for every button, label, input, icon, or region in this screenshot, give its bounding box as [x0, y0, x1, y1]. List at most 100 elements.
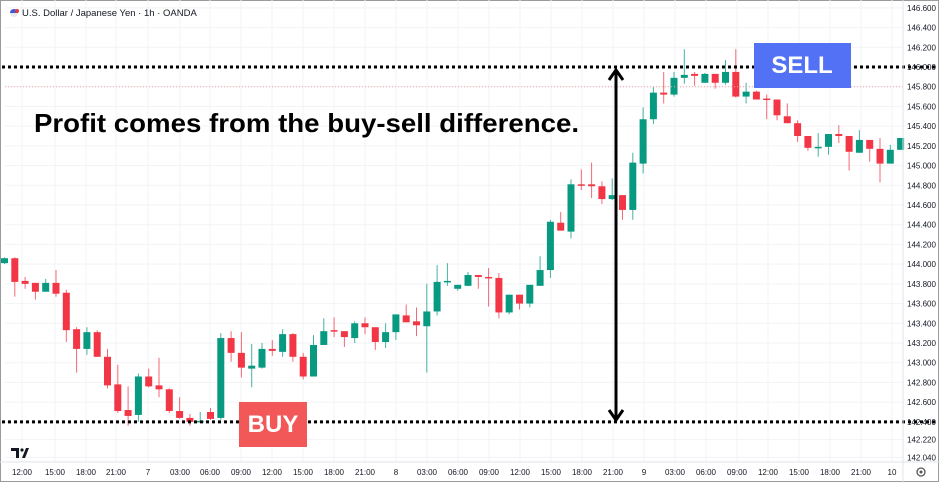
candle-body	[897, 137, 905, 150]
x-tick-label: 12:00	[510, 468, 531, 477]
candle-body	[289, 334, 297, 357]
candle-body	[464, 274, 472, 286]
gear-icon[interactable]	[916, 467, 926, 477]
candle-body	[732, 71, 740, 97]
candle-body	[155, 385, 163, 390]
x-tick-label: 06:00	[448, 468, 469, 477]
candles	[1, 49, 905, 426]
candle-body	[711, 73, 719, 83]
candle-body	[588, 184, 596, 187]
candle-body	[505, 294, 513, 313]
candle	[516, 294, 523, 310]
y-tick-label: 143.800	[907, 280, 936, 289]
y-tick-label: 144.800	[907, 181, 936, 190]
candle	[629, 152, 637, 220]
candle-body	[876, 148, 884, 164]
candle	[505, 294, 513, 315]
time-axis[interactable]: 12:00 15:00 18:00 21:00 7 03:00 06:00 09:00 12:0…	[12, 468, 897, 477]
candle-body	[21, 280, 29, 284]
x-tick-label: 15:00	[293, 468, 314, 477]
candle	[340, 331, 348, 347]
y-tick-label: 144.600	[907, 201, 936, 210]
candle	[897, 137, 905, 150]
candle-body	[62, 292, 70, 331]
candle-body	[835, 134, 843, 136]
candle	[773, 99, 781, 121]
candle-body	[680, 74, 688, 78]
candle-body	[742, 91, 750, 97]
candle	[876, 137, 884, 183]
candle-body	[629, 162, 637, 210]
candle-body	[207, 411, 214, 419]
candle	[866, 139, 874, 162]
candle-body	[443, 280, 451, 283]
candle	[660, 71, 668, 104]
candle	[783, 103, 791, 124]
candle	[680, 49, 688, 84]
candle-body	[577, 184, 585, 186]
candle-body	[660, 92, 668, 95]
candle-body	[752, 91, 760, 100]
candle-body	[423, 311, 431, 327]
candle-body	[557, 222, 565, 231]
candle-body	[31, 282, 39, 292]
candle	[114, 364, 122, 413]
x-tick-label: 9	[642, 468, 647, 477]
candle	[691, 71, 699, 86]
candle-body	[268, 348, 276, 351]
candle	[639, 107, 647, 174]
candle-body	[299, 356, 307, 377]
candle-body	[773, 99, 781, 116]
y-tick-label: 142.800	[907, 378, 936, 387]
candle-body	[845, 135, 853, 152]
x-tick-label: 21:00	[106, 468, 127, 477]
candle-body	[227, 338, 235, 353]
candle-body	[392, 314, 400, 333]
x-tick-label: 12:00	[262, 468, 283, 477]
candle	[279, 329, 287, 357]
candle-body	[93, 332, 101, 357]
candle	[299, 352, 307, 380]
candle	[536, 256, 544, 286]
candle	[382, 323, 390, 348]
price-axis[interactable]: 146.600 146.400 146.200 146.000 145.800 145.6…	[907, 4, 936, 462]
candle-body	[176, 411, 184, 418]
candle	[474, 274, 482, 289]
candle	[268, 340, 276, 356]
y-tick-label: 143.600	[907, 300, 936, 309]
candle-body	[433, 281, 441, 312]
x-tick-label: 15:00	[541, 468, 562, 477]
y-tick-label: 142.040	[907, 453, 936, 462]
candle-body	[413, 321, 420, 326]
y-tick-label: 142.220	[907, 436, 936, 445]
candle-body	[402, 315, 410, 323]
tradingview-logo[interactable]	[11, 448, 29, 458]
candle	[711, 73, 719, 89]
candle	[886, 144, 894, 164]
y-tick-label: 144.200	[907, 240, 936, 249]
candle-body	[371, 327, 379, 343]
candle-body	[134, 376, 142, 415]
candle	[557, 211, 565, 231]
sell-badge: SELL	[754, 43, 851, 88]
candle-body	[485, 276, 493, 279]
candle	[619, 195, 626, 220]
candle-body	[330, 330, 338, 332]
candle	[351, 321, 359, 343]
candle	[835, 125, 843, 143]
candle	[11, 257, 19, 297]
candle	[464, 272, 472, 286]
candle	[186, 413, 194, 426]
candle	[31, 282, 39, 300]
candle-body	[608, 195, 616, 200]
candle	[217, 333, 225, 420]
candle-body	[546, 221, 554, 271]
candle	[546, 219, 554, 278]
candle-body	[320, 331, 328, 345]
candle	[454, 284, 462, 291]
candle-body	[855, 139, 863, 153]
symbol-header[interactable]: U.S. Dollar / Japanese Yen · 1h · OANDA	[10, 8, 197, 19]
candle	[763, 94, 771, 120]
y-tick-label: 142.400	[907, 418, 936, 427]
